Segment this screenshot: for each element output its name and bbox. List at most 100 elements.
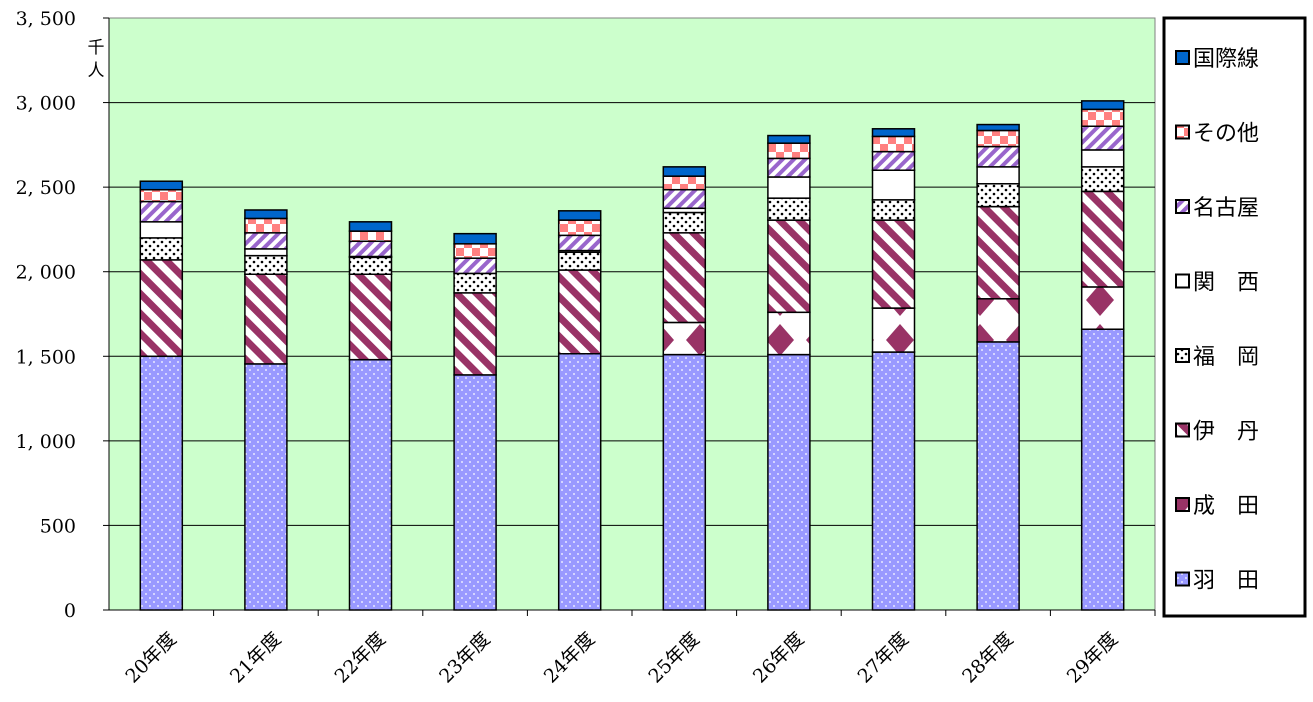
bar-segment bbox=[976, 341, 1020, 611]
bar-segment bbox=[453, 272, 497, 294]
bar-segment bbox=[244, 363, 288, 611]
legend-label: 国際線 bbox=[1193, 47, 1259, 72]
bar-segment bbox=[1080, 286, 1125, 330]
bar-segment bbox=[348, 230, 393, 243]
bar-segment bbox=[1080, 328, 1125, 611]
bar-segment bbox=[1080, 149, 1125, 168]
bar-segment bbox=[871, 199, 916, 221]
bar-segment bbox=[139, 200, 184, 223]
bar-segment bbox=[767, 176, 811, 199]
bar-segment bbox=[139, 180, 184, 191]
bar-segment bbox=[871, 169, 916, 201]
bar-segment bbox=[1080, 100, 1125, 111]
bar-segment bbox=[139, 355, 184, 611]
bar-segment bbox=[348, 256, 393, 276]
x-category-label: 26年度 bbox=[749, 628, 809, 688]
bar-segment bbox=[871, 128, 916, 138]
x-category-label: 21年度 bbox=[226, 628, 286, 688]
bar-segment bbox=[244, 232, 288, 250]
bar-segment bbox=[976, 298, 1020, 343]
legend-swatch bbox=[1175, 497, 1190, 512]
x-axis-ticks: 20年度 21年度 22年度 23年度 24年度 25年度 26年度 27年度 28年度 29年度 bbox=[121, 610, 1156, 688]
legend-label: 福 岡 bbox=[1193, 345, 1259, 370]
bar-segment bbox=[767, 157, 811, 178]
bar-segment bbox=[767, 134, 811, 144]
bar-segment bbox=[871, 351, 916, 611]
bar-segment bbox=[348, 358, 393, 611]
y-tick-label: 3, 500 bbox=[16, 8, 76, 30]
bar-segment bbox=[662, 232, 707, 324]
bar-segment bbox=[557, 352, 602, 611]
bar-segment bbox=[244, 273, 288, 365]
legend-swatch bbox=[1175, 571, 1190, 587]
legend-label: 名古屋 bbox=[1193, 196, 1259, 221]
bar-segment bbox=[1080, 166, 1125, 193]
bar-segment bbox=[348, 221, 393, 232]
bar-segment bbox=[139, 237, 184, 261]
bars bbox=[139, 100, 1125, 611]
bar-segment bbox=[244, 209, 288, 220]
bar-segment bbox=[139, 221, 184, 239]
bar-segment bbox=[871, 219, 916, 309]
bar-segment bbox=[557, 269, 602, 355]
bar-segment bbox=[1080, 125, 1125, 151]
bar-segment bbox=[871, 150, 916, 171]
bar-segment bbox=[453, 292, 497, 376]
unit-label-bottom: 人 bbox=[88, 61, 105, 81]
x-category-label: 27年度 bbox=[854, 628, 914, 688]
legend-label: 関 西 bbox=[1193, 271, 1259, 296]
bar-segment bbox=[767, 311, 811, 356]
bar-segment bbox=[244, 217, 288, 234]
x-category-label: 20年度 bbox=[121, 628, 181, 688]
bar-segment bbox=[871, 135, 916, 153]
bar-segment bbox=[348, 273, 393, 361]
y-tick-label: 0 bbox=[64, 600, 76, 622]
y-tick-label: 500 bbox=[40, 515, 76, 537]
bar-segment bbox=[348, 240, 393, 258]
legend-swatch bbox=[1175, 273, 1190, 289]
bar-segment bbox=[662, 166, 707, 177]
y-tick-label: 1, 000 bbox=[16, 431, 76, 453]
bar-segment bbox=[557, 210, 602, 221]
bar-segment bbox=[976, 123, 1020, 132]
y-tick-label: 2, 500 bbox=[16, 177, 76, 199]
bar-segment bbox=[767, 197, 811, 221]
bar-segment bbox=[767, 142, 811, 160]
bar-segment bbox=[662, 211, 707, 234]
legend-swatch bbox=[1175, 124, 1190, 140]
bar-segment bbox=[976, 205, 1020, 300]
legend-swatch bbox=[1175, 422, 1190, 438]
legend-swatch bbox=[1175, 50, 1190, 65]
bar-segment bbox=[244, 254, 288, 276]
y-tick-label: 2, 000 bbox=[16, 262, 76, 284]
bar-segment bbox=[662, 188, 707, 210]
bar-segment bbox=[557, 234, 602, 252]
bar-segment bbox=[244, 248, 288, 257]
bar-segment bbox=[139, 259, 184, 358]
x-category-label: 29年度 bbox=[1063, 628, 1123, 688]
y-tick-label: 1, 500 bbox=[16, 346, 76, 368]
bar-segment bbox=[557, 251, 602, 271]
bar-segment bbox=[767, 353, 811, 611]
x-category-label: 23年度 bbox=[435, 628, 495, 688]
y-tick-label: 3, 000 bbox=[16, 93, 76, 115]
unit-label-top: 千 bbox=[88, 38, 105, 58]
bar-segment bbox=[871, 307, 916, 353]
x-category-label: 22年度 bbox=[331, 628, 391, 688]
bar-segment bbox=[976, 145, 1020, 168]
bar-segment bbox=[976, 183, 1020, 208]
bar-segment bbox=[767, 219, 811, 314]
x-category-label: 24年度 bbox=[540, 628, 600, 688]
bar-segment bbox=[453, 374, 497, 611]
legend-swatch bbox=[1175, 199, 1190, 214]
bar-segment bbox=[976, 166, 1020, 185]
bar-segment bbox=[453, 232, 497, 245]
legend-label: 伊 丹 bbox=[1193, 420, 1259, 445]
legend-label: その他 bbox=[1193, 122, 1259, 147]
bar-segment bbox=[662, 321, 707, 356]
bar-segment bbox=[557, 219, 602, 237]
y-axis-ticks: 0 500 1, 000 1, 500 2, 000 2, 500 3, 000 3, 500 bbox=[16, 8, 109, 622]
bar-segment bbox=[1080, 190, 1125, 288]
legend-swatch bbox=[1175, 348, 1190, 363]
